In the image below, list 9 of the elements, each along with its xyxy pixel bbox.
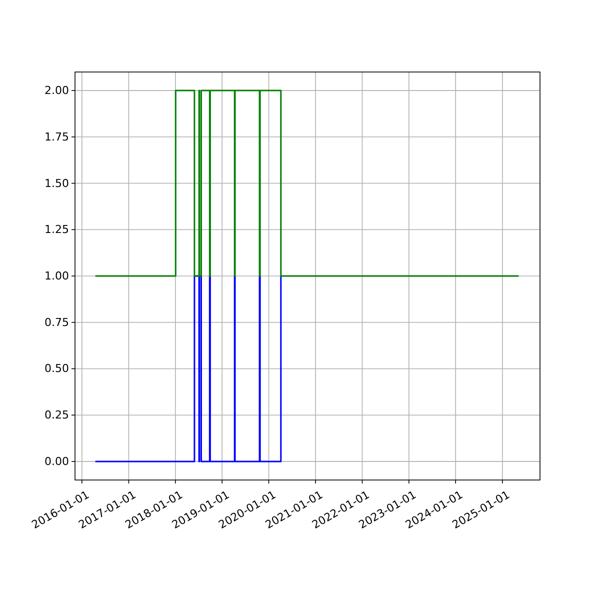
y-tick-label: 1.75 [44,130,69,144]
y-tick-label: 0.50 [44,362,69,376]
y-tick-label: 1.25 [44,223,69,236]
y-tick-label: 1.00 [44,270,69,282]
y-tick-label: 2.00 [44,84,69,98]
y-tick-label: 0.75 [44,316,69,329]
y-tick-label: 0.00 [44,454,69,468]
y-tick-label: 1.50 [44,176,69,190]
y-tick-label: 0.25 [44,408,69,422]
